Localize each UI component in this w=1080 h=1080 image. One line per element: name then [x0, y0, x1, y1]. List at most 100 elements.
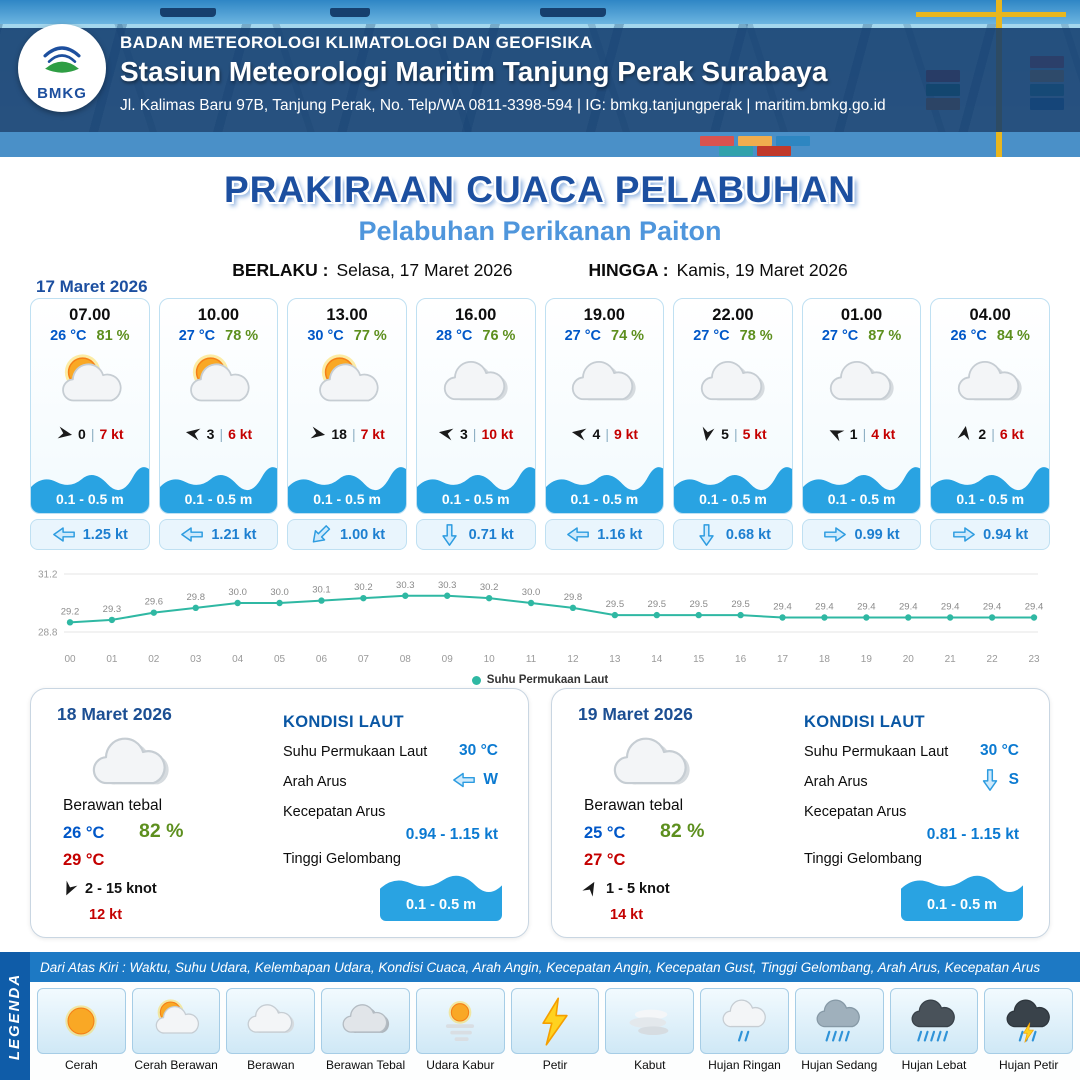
wind-row: 1 - 5 knot	[582, 880, 670, 897]
forecast-time: 16.00	[455, 306, 497, 324]
wind-direction-arrow-icon	[308, 424, 328, 444]
current-speed: 0.71 kt	[468, 526, 514, 543]
divider: |	[219, 425, 224, 442]
wave-height: 0.1 - 0.5 m	[699, 491, 767, 507]
hingga-value: Kamis, 19 Maret 2026	[676, 260, 848, 280]
current-box: 1.16 kt	[544, 519, 665, 550]
legend-weather-icon	[794, 988, 884, 1054]
chart-legend: Suhu Permukaan Laut	[34, 674, 1046, 686]
wind-speed: 5	[721, 425, 729, 442]
wind-direction-arrow-icon	[55, 424, 75, 444]
humidity: 74 %	[611, 328, 645, 344]
legend-item: Cerah Berawan	[131, 988, 221, 1078]
temp-max: 29 °C	[63, 851, 105, 869]
temp-humidity-row: 26 °C 81 %	[31, 328, 149, 344]
current-speed: 1.16 kt	[597, 526, 643, 543]
wind-gust: 6 kt	[228, 425, 253, 442]
current-direction-value: S	[978, 768, 1019, 792]
title-block: PRAKIRAAN CUACA PELABUHAN Pelabuhan Peri…	[0, 169, 1080, 281]
container-icon	[738, 136, 772, 146]
daily-forecast-card: 19 Maret 2026 Berawan tebal 25 °C 82 % 2…	[551, 688, 1050, 938]
svg-text:14: 14	[651, 654, 663, 665]
wind-gust: 4 kt	[871, 425, 896, 442]
svg-text:29.5: 29.5	[731, 599, 750, 610]
forecast-card-body: 07.00 26 °C 81 % 0 | 7 kt 0.1 - 0.5 m	[30, 298, 150, 514]
divider: |	[605, 425, 609, 442]
legend-label: Petir	[542, 1058, 568, 1072]
svg-text:29.4: 29.4	[773, 602, 792, 613]
daily-forecast-card: 18 Maret 2026 Berawan tebal 26 °C 82 % 2…	[30, 688, 529, 938]
sst-value: 30 °C	[980, 742, 1019, 759]
ship-icon	[330, 8, 370, 17]
page-subtitle: Pelabuhan Perikanan Paiton	[358, 216, 722, 246]
svg-text:29.4: 29.4	[857, 602, 876, 613]
wave-height: 0.1 - 0.5 m	[956, 491, 1025, 507]
legend-description: Dari Atas Kiri : Waktu, Suhu Udara, Kele…	[30, 952, 1080, 982]
svg-text:08: 08	[400, 654, 412, 665]
current-speed-value: 0.81 - 1.15 kt	[926, 826, 1019, 843]
forecast-card: 04.00 26 °C 84 % 2 | 6 kt 0.1 - 0.5 m 0.…	[930, 298, 1050, 550]
weather-icon	[160, 345, 278, 423]
divider: |	[90, 425, 95, 442]
svg-text:12: 12	[567, 654, 579, 665]
berlaku-value: Selasa, 17 Maret 2026	[336, 260, 513, 280]
legend-item: Hujan Lebat	[889, 988, 979, 1078]
temp-min: 26 °C	[63, 824, 105, 842]
svg-text:16: 16	[735, 654, 747, 665]
legend-tiles: Cerah Cerah Berawan Berawan Berawan Teba…	[30, 982, 1080, 1080]
legend-item: Cerah	[37, 988, 126, 1078]
wind-gust: 7 kt	[360, 425, 385, 442]
current-box: 1.25 kt	[30, 519, 150, 550]
container-icon	[776, 136, 810, 146]
wind-row: 1 | 4 kt	[803, 425, 921, 442]
current-direction-arrow-icon	[952, 523, 976, 547]
current-speed: 0.94 kt	[983, 526, 1029, 543]
wave-height-band: 0.1 - 0.5 m	[931, 467, 1049, 513]
wave-height-band: 0.1 - 0.5 m	[380, 865, 502, 921]
forecast-time: 10.00	[197, 306, 240, 324]
humidity: 81 %	[96, 328, 130, 344]
forecast-card-body: 13.00 30 °C 77 % 18 | 7 kt 0.1 - 0.5 m	[287, 298, 407, 514]
weather-condition: Berawan tebal	[584, 797, 684, 814]
humidity: 87 %	[868, 328, 902, 344]
legend-weather-icon	[37, 988, 126, 1054]
forecast-card: 19.00 27 °C 74 % 4 | 9 kt 0.1 - 0.5 m 1.…	[544, 298, 665, 550]
forecast-time: 04.00	[969, 306, 1011, 324]
daily-date: 18 Maret 2026	[57, 704, 172, 724]
legend-label: Cerah Berawan	[134, 1058, 218, 1072]
svg-text:13: 13	[609, 654, 621, 665]
divider: |	[351, 425, 356, 442]
wind-direction-arrow-icon	[569, 424, 589, 444]
forecast-card: 16.00 28 °C 76 % 3 | 10 kt 0.1 - 0.5 m 0…	[415, 298, 536, 550]
svg-text:29.8: 29.8	[186, 592, 205, 603]
legend-weather-icon	[321, 988, 410, 1054]
ship-icon	[540, 8, 606, 17]
svg-text:23: 23	[1028, 654, 1040, 665]
legend-weather-icon	[605, 988, 695, 1054]
container-icon	[719, 146, 753, 156]
weather-condition: Berawan tebal	[63, 797, 163, 814]
forecast-card-body: 19.00 27 °C 74 % 4 | 9 kt 0.1 - 0.5 m	[544, 298, 665, 514]
svg-text:29.3: 29.3	[103, 604, 122, 615]
ship-icon	[160, 8, 216, 17]
svg-text:15: 15	[693, 654, 705, 665]
temp-humidity-row: 27 °C 78 %	[160, 328, 278, 344]
air-temperature: 27 °C	[564, 328, 601, 344]
current-speed: 1.21 kt	[211, 526, 257, 543]
dock-strip	[0, 132, 1080, 157]
wind-speed: 3	[460, 425, 468, 442]
svg-text:29.4: 29.4	[941, 602, 960, 613]
svg-text:30.3: 30.3	[438, 580, 457, 591]
svg-text:30.2: 30.2	[480, 582, 499, 593]
air-temperature: 28 °C	[435, 328, 473, 344]
sea-conditions-title: KONDISI LAUT	[804, 713, 925, 731]
current-direction-arrow-icon	[52, 523, 76, 547]
humidity: 77 %	[353, 328, 387, 344]
svg-text:31.2: 31.2	[38, 570, 58, 581]
wave-icon	[931, 467, 1049, 513]
current-speed-label: Kecepatan Arus	[283, 804, 386, 820]
legend-label: Berawan	[247, 1058, 295, 1072]
wave-height: 0.1 - 0.5 m	[570, 491, 639, 507]
current-box: 0.99 kt	[801, 519, 922, 550]
svg-text:29.5: 29.5	[606, 599, 625, 610]
